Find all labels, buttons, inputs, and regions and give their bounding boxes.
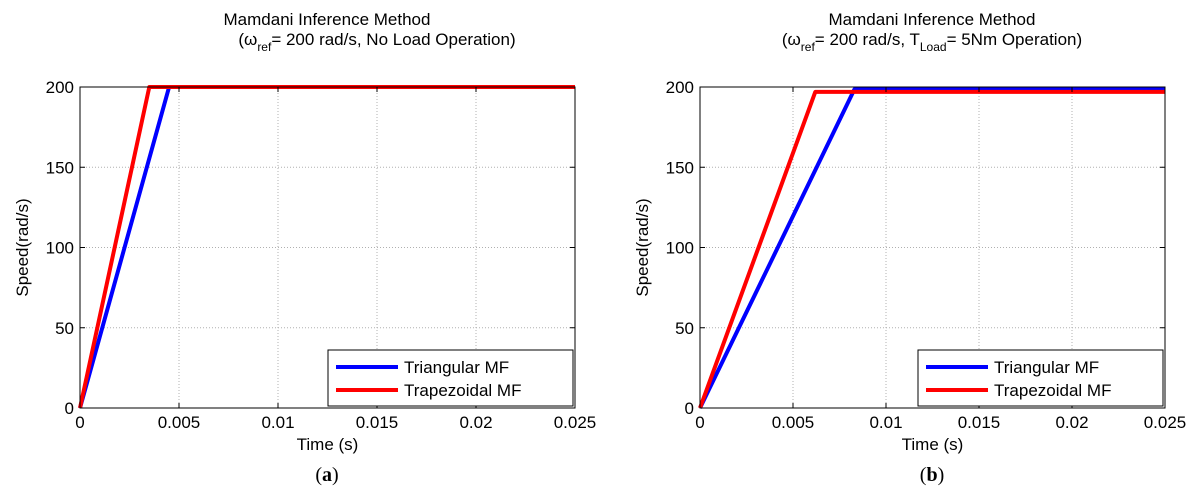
subtitle-omega: ω [244,30,257,49]
subtitle-omega-sub: ref [801,40,816,54]
y-tick-label: 50 [675,319,694,338]
legend: Triangular MF Trapezoidal MF [917,349,1164,407]
x-tick-label: 0.005 [772,413,815,432]
y-tick-label: 200 [666,78,694,97]
x-tick-label: 0.02 [1055,413,1088,432]
panel-label-letter: b [926,464,937,486]
y-axis-label: Speed(rad/s) [13,198,32,296]
x-tick-label: 0.02 [459,413,492,432]
subtitle-t-sub: Load [920,40,947,54]
panel-label: (a) [315,464,338,486]
series-line-triangular [698,87,1165,409]
legend-label-triangular: Triangular MF [404,358,509,377]
y-tick-label: 0 [685,399,694,418]
subtitle-open: ( [238,30,244,49]
y-tick-label: 150 [666,158,694,177]
subtitle-rest: = 200 rad/s, No Load Operation) [271,30,515,49]
legend-box [327,349,574,407]
x-tick-label: 0 [695,413,704,432]
subtitle-open: ( [782,30,788,49]
x-tick-label: 0 [75,413,84,432]
x-tick-label: 0.01 [869,413,902,432]
x-axis-label: Time (s) [902,435,964,454]
x-tick-label: 0.025 [554,413,597,432]
legend-label-trapezoidal: Trapezoidal MF [404,381,521,400]
y-tick-label: 100 [666,239,694,258]
x-axis-label: Time (s) [297,435,359,454]
x-tick-label: 0.01 [261,413,294,432]
x-tick-label: 0.005 [158,413,201,432]
y-axis-label: Speed(rad/s) [633,198,652,296]
subtitle-omega-sub: ref [257,40,272,54]
legend-box [917,349,1164,407]
y-tick-label: 150 [46,158,74,177]
subtitle-omega: ω [788,30,801,49]
y-tick-label: 0 [65,399,74,418]
series-line-trapezoidal [698,89,1165,409]
legend-label-trapezoidal: Trapezoidal MF [994,381,1111,400]
y-tick-label: 100 [46,239,74,258]
panel-label-close: ) [332,464,339,486]
x-tick-label: 0.025 [1144,413,1187,432]
legend: Triangular MF Trapezoidal MF [327,349,574,407]
subtitle-mid: = 200 rad/s, T [815,30,920,49]
panel-label-open: ( [315,464,322,486]
panel-label-open: ( [920,464,927,486]
y-tick-label: 200 [46,78,74,97]
x-tick-label: 0.015 [958,413,1001,432]
chart-panel-b: 0 0.005 0.01 0.015 0.02 0.025 0 50 100 150 200 Time… [633,10,1186,486]
legend-label-triangular: Triangular MF [994,358,1099,377]
panel-label-close: ) [938,464,945,486]
y-tick-label: 50 [55,319,74,338]
subtitle-rest: = 5Nm Operation) [947,30,1083,49]
x-tick-label: 0.015 [356,413,399,432]
panel-label-letter: a [322,464,332,486]
panel-label: (b) [920,464,944,486]
chart-panel-a: 0 0.005 0.01 0.015 0.02 0.025 0 50 100 150 200 Time… [13,10,596,486]
chart-subtitle: (ωref= 200 rad/s, No Load Operation) [238,30,515,54]
chart-subtitle: (ωref= 200 rad/s, TLoad= 5Nm Operation) [782,30,1082,54]
chart-title: Mamdani Inference Method [224,10,431,29]
chart-title: Mamdani Inference Method [829,10,1036,29]
